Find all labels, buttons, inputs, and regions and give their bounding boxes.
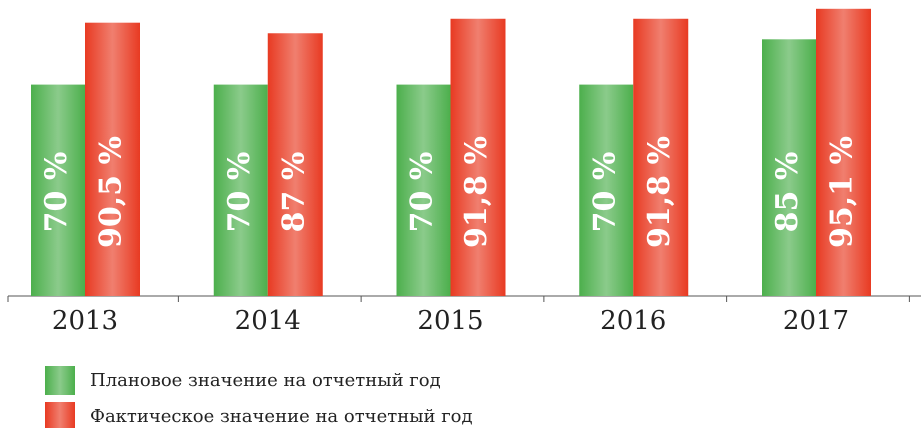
bar — [31, 84, 85, 296]
x-tick-label: 2015 — [417, 306, 483, 336]
legend-label: Плановое значение на отчетный год — [90, 370, 441, 391]
value-label: 91,8 % — [642, 136, 677, 248]
value-label: 91,8 % — [459, 136, 494, 248]
bar — [85, 22, 140, 296]
legend-swatch — [45, 366, 75, 395]
bar — [213, 84, 268, 296]
legend-swatch — [45, 402, 75, 428]
x-tick-label: 2014 — [235, 306, 301, 336]
legend-label: Фактическое значение на отчетный год — [90, 406, 473, 427]
value-label: 87 % — [276, 152, 311, 233]
bar — [762, 39, 816, 297]
x-tick-label: 2016 — [600, 306, 666, 336]
value-label: 70 % — [587, 152, 622, 233]
bar — [267, 33, 323, 296]
value-label: 85 % — [770, 152, 805, 233]
value-label: 90,5 % — [94, 136, 129, 248]
bar — [450, 18, 506, 296]
bar — [579, 84, 634, 296]
x-tick-label: 2017 — [783, 306, 849, 336]
bar — [816, 8, 871, 296]
value-label: 95,1 % — [825, 136, 860, 248]
x-tick-label: 2013 — [52, 306, 118, 336]
value-label: 70 % — [39, 152, 74, 233]
value-label: 70 % — [405, 152, 440, 233]
bar — [396, 84, 451, 296]
bar — [633, 18, 689, 296]
value-label: 70 % — [222, 152, 257, 233]
